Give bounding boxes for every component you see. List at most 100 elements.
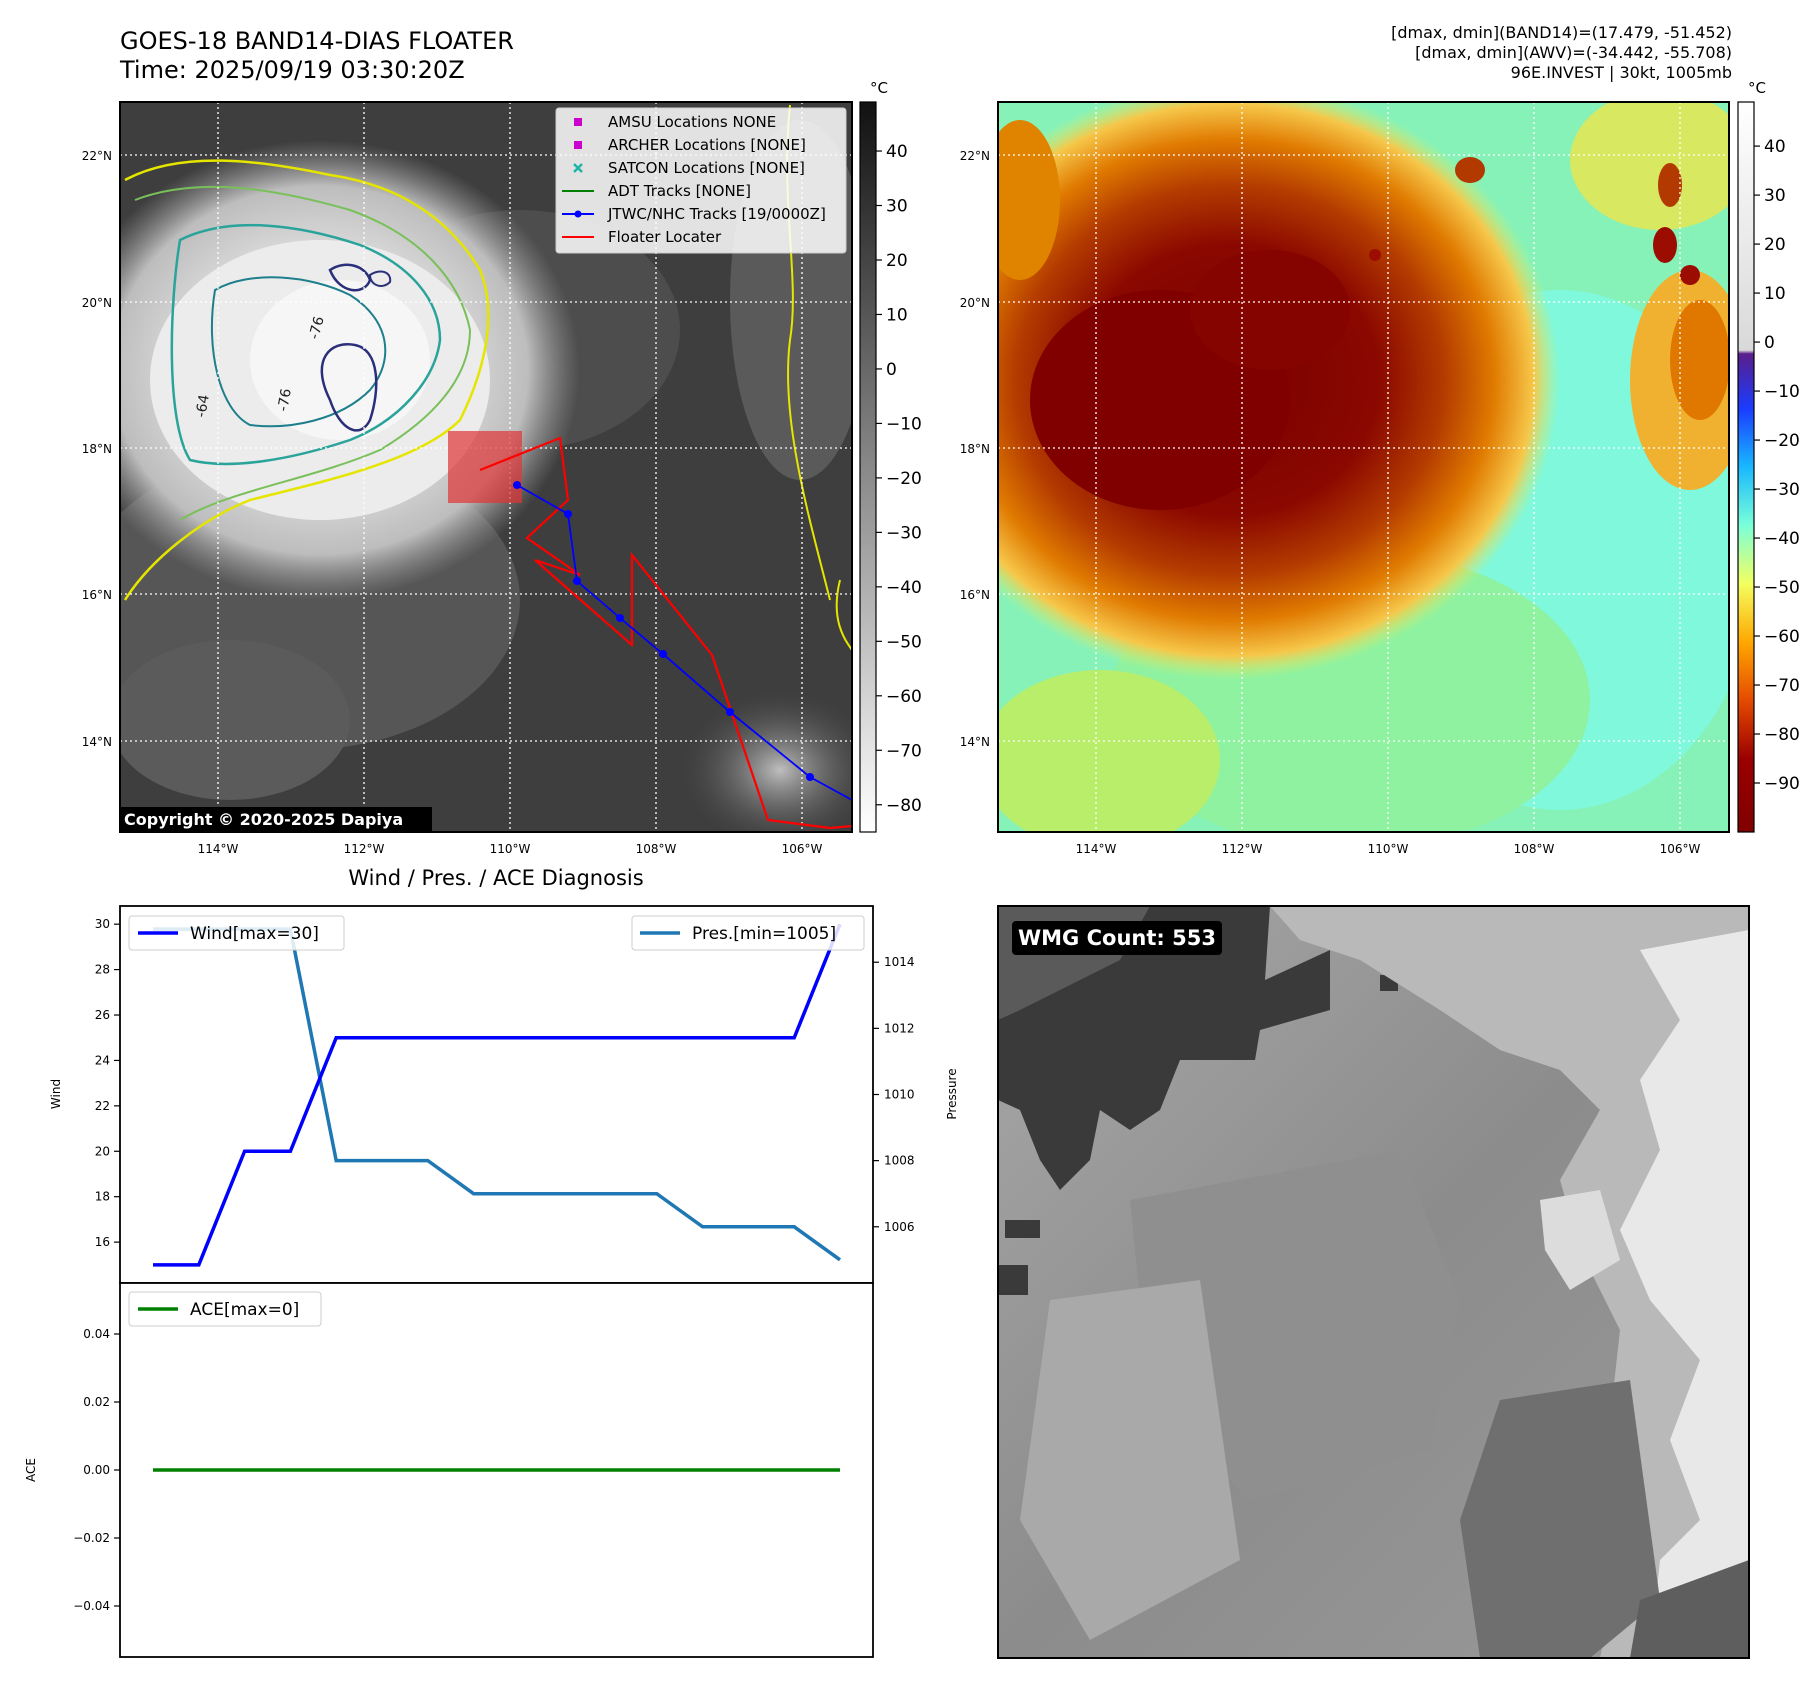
awv-map-panel: 22°N 20°N 18°N 16°N 14°N 114°W 112°W 110… [960,101,1730,856]
colorbar-tick-label: −30 [886,523,922,543]
wind-pressure-chart: 30 28 26 24 22 20 18 16 1014 1012 1010 1008 1006 Wi… [49,905,959,1284]
colorbar-tick-label: −60 [1764,627,1800,647]
figure-title: GOES-18 BAND14-DIAS FLOATER [120,27,514,55]
lon-label: 108°W [636,842,677,856]
colorbar-tick-label: −10 [886,414,922,434]
legend-label: ARCHER Locations [NONE] [608,136,806,154]
lat-label: 20°N [960,296,990,310]
meta-awv: [dmax, dmin](AWV)=(-34.442, -55.708) [1415,43,1732,62]
colorbar-tick-label: −30 [1764,480,1800,500]
lat-label: 16°N [960,588,990,602]
awv-frame [997,101,1730,833]
pressure-tick-label: 1008 [884,1154,915,1168]
ir-imagery [120,104,852,832]
legend-item: SATCON Locations [NONE] [573,159,805,177]
ir-map-panel: -64 -76 -76 Copyrig [82,101,853,856]
ace-tick-label: 0.00 [83,1463,110,1477]
legend-label: SATCON Locations [NONE] [608,159,805,177]
awv-gridlines [998,102,1729,832]
colorbar-tick-label: −70 [1764,676,1800,696]
lon-label: 112°W [344,842,385,856]
wmg-imagery [998,906,1749,1658]
legend-item: JTWC/NHC Tracks [19/0000Z] [562,205,826,223]
ir-colorbar-unit: °C [870,79,888,97]
wind-tick-label: 22 [95,1099,110,1113]
colorbar-tick-label: −50 [886,632,922,652]
wmg-count-label: WMG Count: 553 [1018,926,1216,950]
awv-imagery [998,102,1729,832]
pressure-legend-label: Pres.[min=1005] [692,924,836,944]
wind-tick-label: 16 [95,1235,110,1249]
jtwc-track-points [513,481,814,781]
ir-lat-labels: 22°N 20°N 18°N 16°N 14°N [82,149,112,749]
ace-chart: 0.04 0.02 0.00 −0.02 −0.04 ACE ACE[max=0] [24,1282,874,1658]
wind-ylabel: Wind [49,1079,63,1109]
colorbar-tick-label: −40 [1764,529,1800,549]
colorbar-tick-label: 40 [1764,137,1786,157]
legend: AMSU Locations NONE ARCHER Locations [NON… [555,107,847,254]
awv-colorbar-unit: °C [1748,79,1766,97]
colorbar-tick-label: −80 [1764,725,1800,745]
ace-tick-label: −0.04 [73,1599,110,1613]
legend-label: ADT Tracks [NONE] [608,182,751,200]
wind-tick-label: 30 [95,917,110,931]
contour-label: -64 [193,393,213,418]
wind-tick-label: 24 [95,1053,110,1067]
lon-label: 106°W [1660,842,1701,856]
lat-label: 22°N [960,149,990,163]
lon-label: 108°W [1514,842,1555,856]
wind-tick-label: 26 [95,1008,110,1022]
colorbar-tick-label: −10 [1764,382,1800,402]
colorbar-tick-label: 10 [1764,284,1786,304]
wind-tick-label: 28 [95,963,110,977]
colorbar-tick-label: 10 [886,305,908,325]
lon-label: 110°W [1368,842,1409,856]
lat-label: 14°N [960,735,990,749]
legend-label: JTWC/NHC Tracks [19/0000Z] [607,205,826,223]
colorbar-tick-label: −80 [886,796,922,816]
ir-frame [119,101,853,833]
colorbar-tick-label: −50 [1764,578,1800,598]
colorbar-tick-label: 0 [886,360,897,380]
legend-marker [574,141,582,149]
legend-marker [573,163,583,173]
copyright-badge [120,807,432,831]
awv-lon-labels: 114°W 112°W 110°W 108°W 106°W [1076,842,1701,856]
colorbar-tick-label: −20 [886,469,922,489]
figure-time: Time: 2025/09/19 03:30:20Z [120,56,465,84]
wind-legend-label: Wind[max=30] [190,924,319,944]
legend-item: ADT Tracks [NONE] [562,182,751,200]
lat-label: 16°N [82,588,112,602]
wind-series-line [153,923,842,1267]
ace-tick-label: −0.02 [73,1531,110,1545]
wind-legend: Wind[max=30] [128,915,345,951]
ir-lon-labels: 114°W 112°W 110°W 108°W 106°W [198,842,823,856]
lon-label: 106°W [782,842,823,856]
legend-item: ARCHER Locations [NONE] [574,136,806,154]
lat-label: 18°N [82,442,112,456]
colorbar-tick-label: 40 [886,142,908,162]
lat-label: 22°N [82,149,112,163]
colorbar-tick-label: −40 [886,578,922,598]
lon-label: 114°W [1076,842,1117,856]
contour-label: -76 [306,315,327,341]
awv-lat-labels: 22°N 20°N 18°N 16°N 14°N [960,149,990,749]
colorbar-tick-label: 20 [1764,235,1786,255]
awv-colorbar: °C 40 30 20 10 0 −10 −20 −30 −40 −50 −60 −70 −80 −90 [1737,79,1800,833]
ir-colorbar: °C 40 30 20 10 0 −10 −20 −30 −40 −50 −60 −70 −80 [859,79,922,833]
diagnosis-title: Wind / Pres. / ACE Diagnosis [348,866,643,890]
wmg-panel: WMG Count: 553 [997,905,1750,1659]
colorbar-tick-label: 30 [1764,186,1786,206]
pressure-tick-label: 1012 [884,1021,915,1035]
lat-label: 14°N [82,735,112,749]
pressure-tick-label: 1006 [884,1220,915,1234]
colorbar-tick-label: −60 [886,687,922,707]
colorbar-tick-label: 0 [1764,333,1775,353]
floater-locater-track [479,436,852,830]
legend-marker [574,118,582,126]
legend-label: Floater Locater [608,228,722,246]
legend-label: AMSU Locations NONE [608,113,776,131]
colorbar-tick-label: 30 [886,197,908,217]
colorbar-tick-label: −20 [1764,431,1800,451]
colorbar-tick-label: 20 [886,251,908,271]
